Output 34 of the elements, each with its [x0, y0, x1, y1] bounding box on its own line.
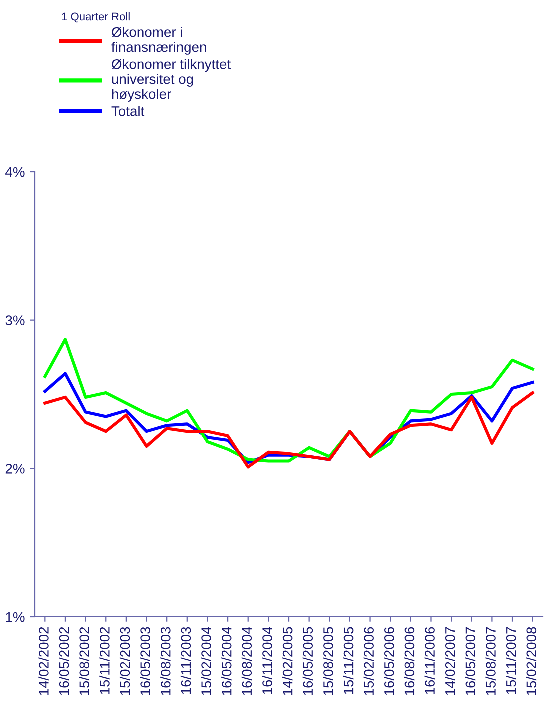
x-tick-label: 15/11/2007: [506, 627, 516, 694]
x-tick-label: 15/02/2008: [526, 627, 537, 696]
x-tick-label: 16/05/2003: [140, 627, 150, 696]
x-tick-label: 16/05/2004: [222, 627, 232, 696]
x-tick-label: 16/08/2004: [242, 627, 252, 696]
x-tick-label: 16/05/2007: [465, 627, 476, 696]
y-tick-label: 1%: [6, 612, 25, 622]
x-tick-label: 14/02/2007: [445, 627, 456, 696]
x-tick-label: 15/02/2003: [120, 627, 130, 696]
x-tick-label: 14/02/2002: [38, 627, 49, 696]
x-tick-label: 16/05/2002: [59, 627, 70, 696]
y-tick-label: 2%: [6, 464, 25, 474]
x-tick-label: 15/02/2006: [364, 627, 374, 696]
x-tick-label: 15/08/2007: [486, 627, 496, 696]
x-tick-label: 15/08/2002: [79, 627, 90, 696]
legend-title: 1 Quarter Roll: [62, 12, 130, 23]
x-tick-label: 14/02/2005: [282, 627, 293, 696]
y-tick-label: 4%: [6, 167, 25, 178]
x-tick-label: 15/11/2002: [100, 627, 110, 694]
x-tick-label: 16/05/2006: [384, 627, 394, 696]
x-tick-label: 16/11/2004: [262, 627, 272, 694]
x-tick-label: 15/02/2004: [201, 627, 212, 696]
x-tick-label: 15/08/2005: [323, 627, 334, 696]
x-tick-label: 15/11/2005: [343, 627, 354, 694]
x-tick-label: 16/05/2005: [302, 627, 314, 696]
legend-label: Økonomer tilknyttet universitet og høyskoler: [112, 59, 231, 102]
y-tick-label: 3%: [6, 316, 25, 326]
legend-label: Økonomer i finansnæringen: [112, 27, 206, 55]
x-tick-label: 16/11/2003: [180, 627, 192, 694]
x-tick-label: 16/08/2006: [404, 627, 415, 696]
legend-label: Totalt: [112, 106, 145, 116]
x-tick-label: 16/11/2006: [424, 627, 435, 694]
line-series: [44, 391, 534, 469]
x-tick-label: 16/08/2003: [160, 627, 171, 696]
